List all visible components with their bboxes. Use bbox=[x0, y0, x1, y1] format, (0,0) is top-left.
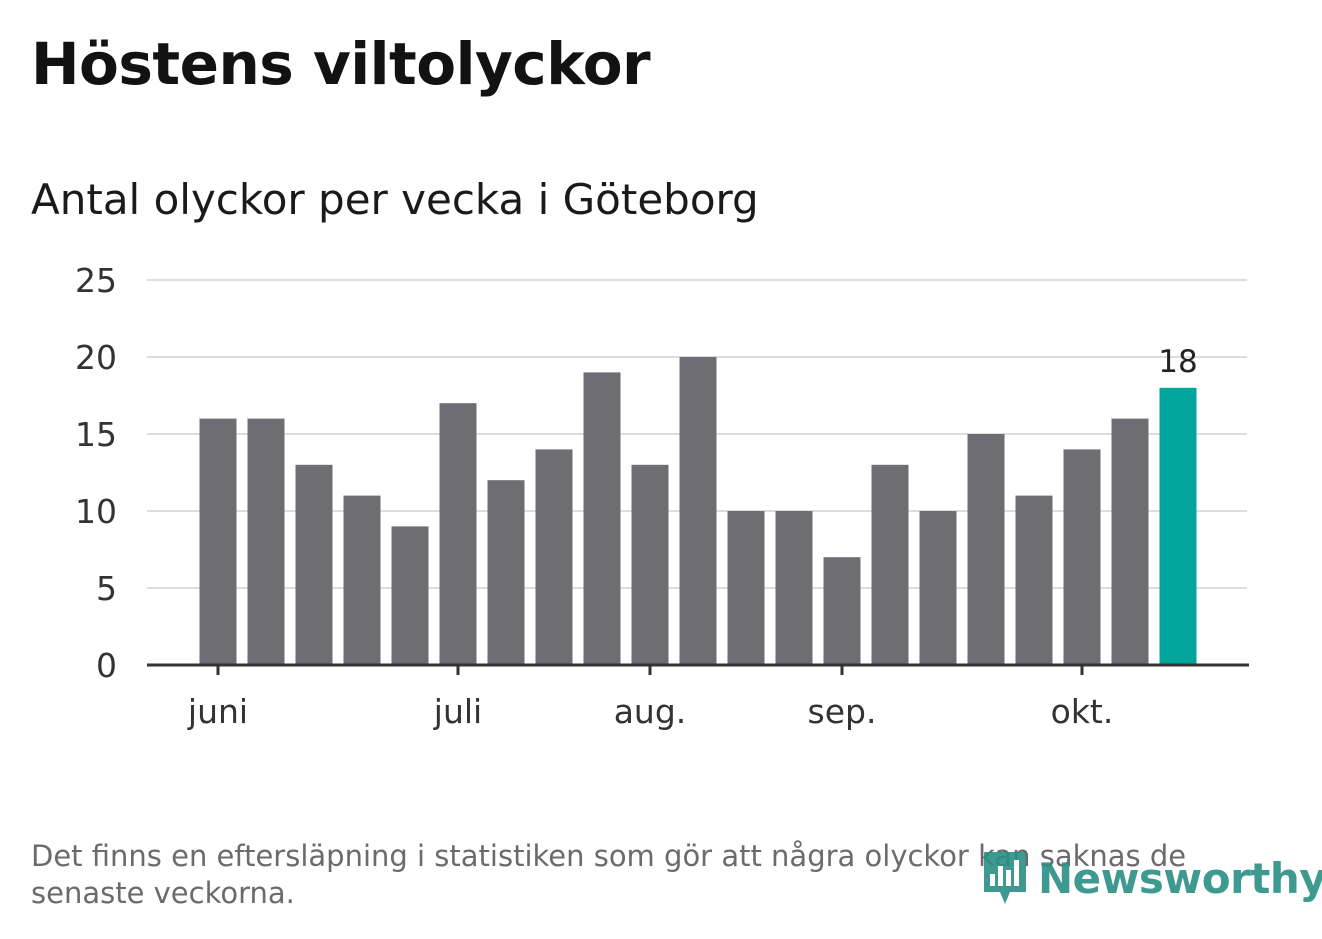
bars bbox=[199, 357, 1197, 665]
bar bbox=[247, 418, 285, 665]
bar bbox=[727, 511, 765, 665]
x-tick-label: okt. bbox=[1051, 692, 1114, 731]
bar bbox=[823, 557, 861, 665]
bar bbox=[1015, 495, 1053, 665]
x-tick-label: juli bbox=[433, 692, 482, 731]
y-tick-label: 5 bbox=[96, 569, 117, 608]
y-axis-ticks: 0 5 10 15 20 25 bbox=[75, 261, 117, 685]
newsworthy-logo: Newsworthy bbox=[980, 848, 1322, 908]
bar bbox=[199, 418, 237, 665]
y-tick-label: 25 bbox=[75, 261, 117, 300]
y-tick-label: 10 bbox=[75, 492, 117, 531]
x-tick-label: juni bbox=[187, 692, 248, 731]
data-labels: 18 bbox=[1158, 344, 1197, 380]
bar bbox=[967, 434, 1005, 665]
x-tick-label: sep. bbox=[808, 692, 877, 731]
bar bbox=[1111, 418, 1149, 665]
bar bbox=[439, 403, 477, 665]
bar bbox=[391, 526, 429, 665]
bar bbox=[871, 464, 909, 665]
bar bbox=[487, 480, 525, 665]
bar bbox=[295, 464, 333, 665]
x-tick-label: aug. bbox=[614, 692, 687, 731]
y-tick-label: 20 bbox=[75, 338, 117, 377]
bar-chart: 0 5 10 15 20 25 juni juli aug. sep. okt. 18 bbox=[75, 261, 1249, 731]
bar bbox=[631, 464, 669, 665]
bar bbox=[679, 357, 717, 665]
newsworthy-chart-icon bbox=[984, 852, 1026, 904]
y-tick-label: 15 bbox=[75, 415, 117, 454]
highlight-value-label: 18 bbox=[1158, 344, 1197, 380]
bar bbox=[919, 511, 957, 665]
y-tick-label: 0 bbox=[96, 646, 117, 685]
chart-title: Höstens viltolyckor bbox=[31, 30, 651, 98]
x-axis-ticks: juni juli aug. sep. okt. bbox=[147, 663, 1249, 731]
chart-subtitle: Antal olyckor per vecka i Göteborg bbox=[31, 175, 759, 224]
bar bbox=[343, 495, 381, 665]
bar bbox=[775, 511, 813, 665]
bar bbox=[535, 449, 573, 665]
bar bbox=[1063, 449, 1101, 665]
bar bbox=[583, 372, 621, 665]
bar-highlight bbox=[1159, 387, 1197, 665]
brand-name: Newsworthy bbox=[1038, 853, 1322, 903]
